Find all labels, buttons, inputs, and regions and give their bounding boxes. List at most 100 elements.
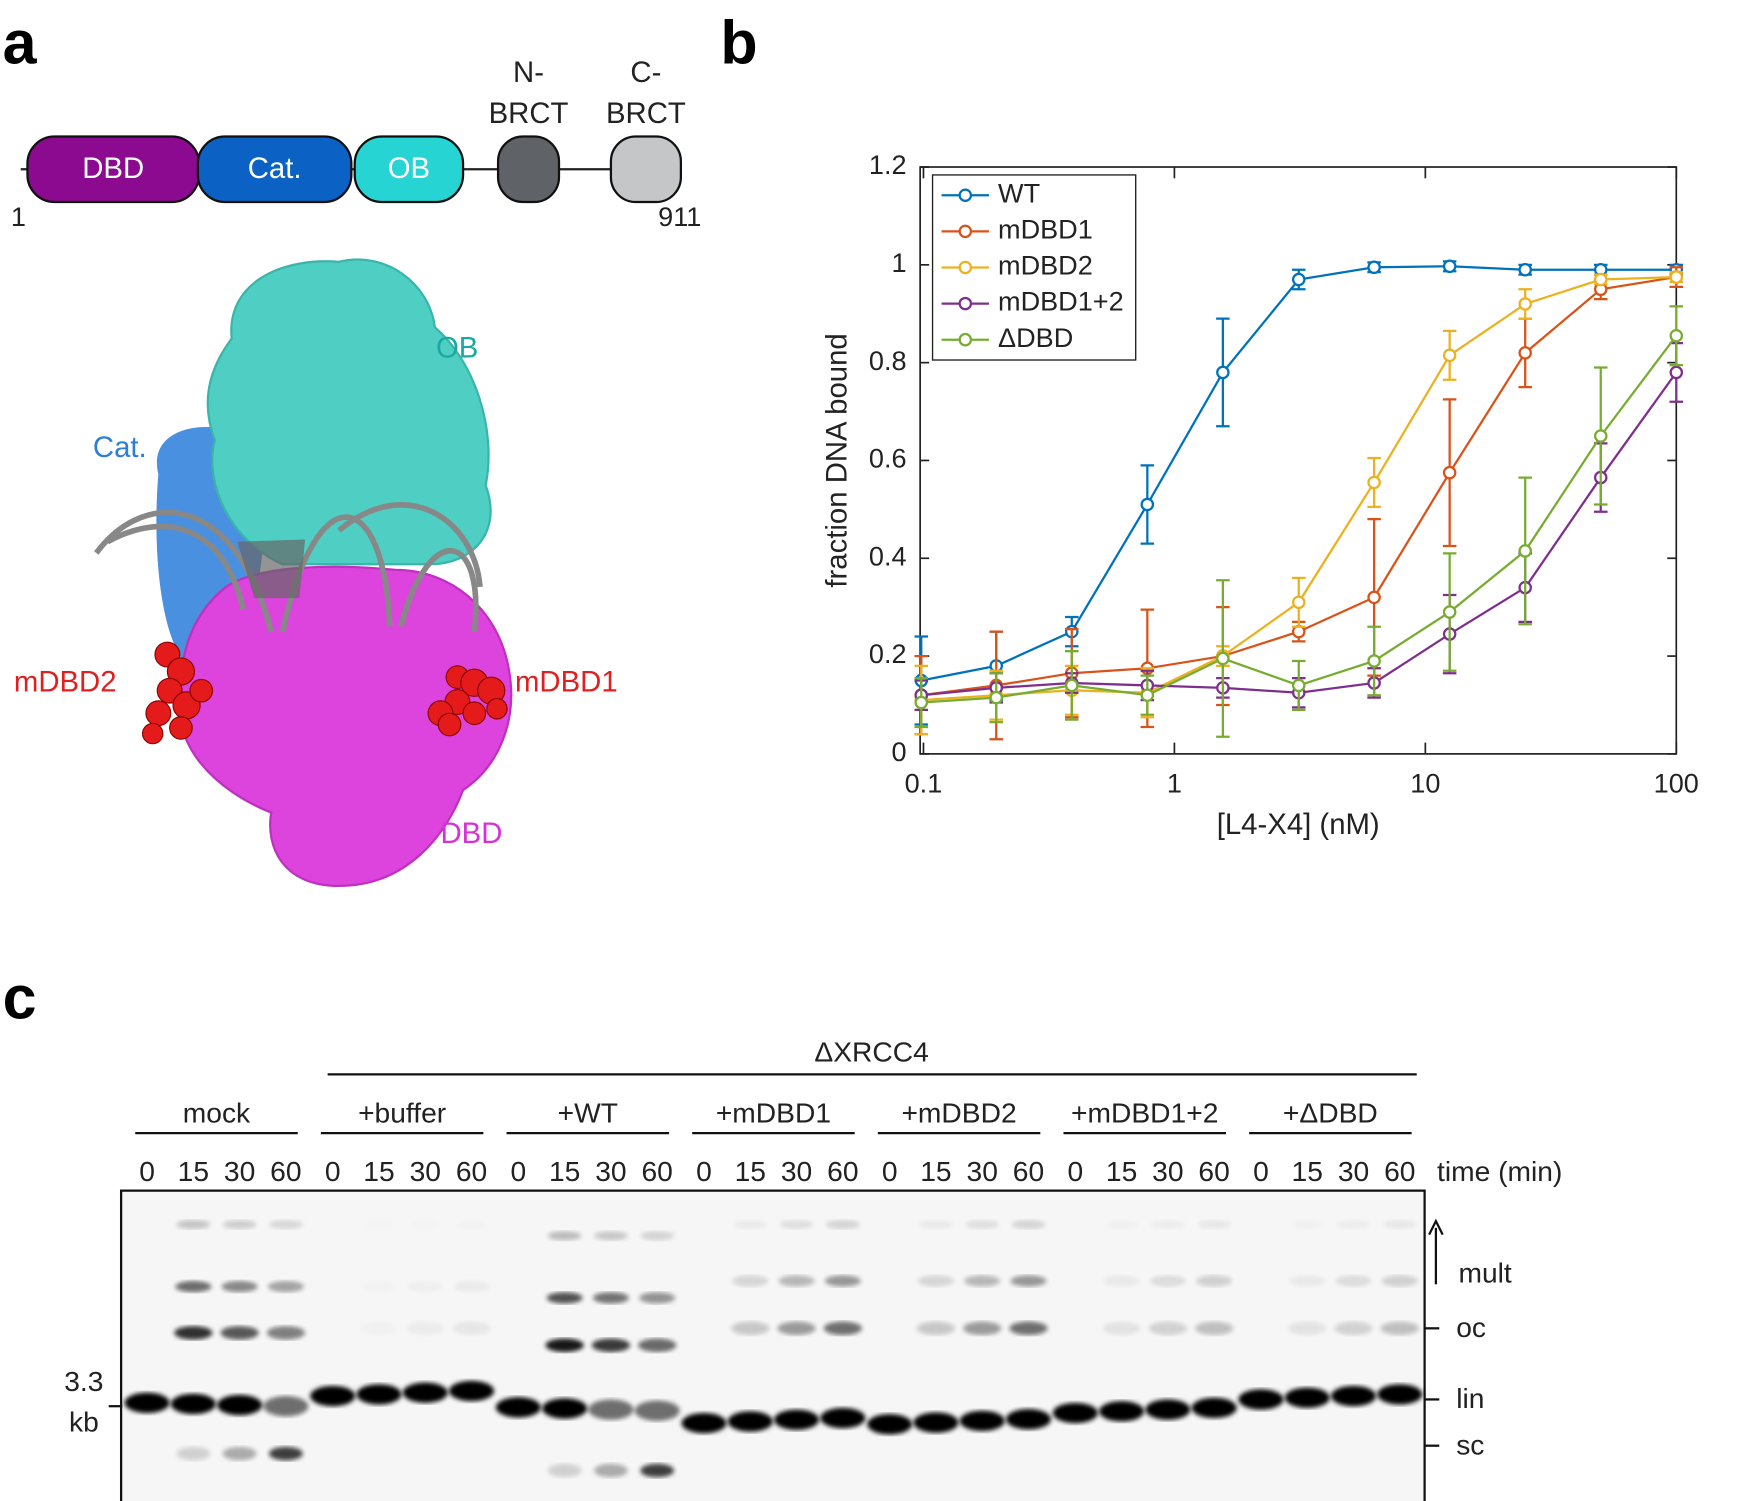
gel-band <box>1382 1219 1417 1230</box>
gel-band <box>823 1321 863 1336</box>
gel-band <box>1238 1389 1284 1410</box>
data-point <box>1518 346 1532 360</box>
panel-label: a <box>3 8 38 76</box>
gel-band <box>681 1412 727 1434</box>
time-tick-label: 30 <box>1152 1155 1183 1187</box>
gel-band <box>267 1280 304 1293</box>
gel-band <box>638 1338 677 1353</box>
band-label: lin <box>1456 1382 1484 1414</box>
gel-band <box>222 1219 257 1230</box>
mdbd1-spheres <box>427 665 508 737</box>
gel-band <box>175 1280 212 1293</box>
domain-ob <box>353 135 465 204</box>
legend-marker <box>958 296 973 311</box>
time-tick-label: 0 <box>325 1155 341 1187</box>
gel-band <box>266 1326 306 1340</box>
size-marker: kb <box>69 1406 99 1438</box>
time-tick-label: 15 <box>1106 1155 1137 1187</box>
gel-band <box>361 1281 397 1292</box>
gel-band <box>1005 1409 1052 1430</box>
time-tick-label: 15 <box>735 1155 766 1187</box>
data-point <box>1442 348 1457 363</box>
y-axis-label: fraction DNA bound <box>821 333 854 587</box>
gel-band <box>1191 1397 1237 1419</box>
domain-label: N- <box>513 56 544 89</box>
domain-label: BRCT <box>606 97 686 130</box>
data-point <box>1140 688 1155 702</box>
dna <box>237 539 306 599</box>
group-label: +buffer <box>358 1096 446 1128</box>
time-tick-label: 60 <box>456 1155 487 1187</box>
gel-band <box>867 1414 913 1435</box>
gel-band <box>220 1326 259 1340</box>
x-tick-label: 10 <box>1410 768 1440 799</box>
gel-band <box>1102 1321 1141 1336</box>
y-tick-label: 0 <box>892 736 907 767</box>
data-point <box>1367 260 1381 275</box>
gel-band <box>959 1410 1005 1432</box>
time-tick-label: 15 <box>920 1155 951 1187</box>
data-point <box>1518 544 1532 558</box>
data-point <box>989 690 1004 705</box>
gel-band <box>222 1446 257 1461</box>
gel-band <box>1290 1220 1324 1229</box>
time-tick-label: 60 <box>641 1155 672 1187</box>
domain-label: C- <box>630 56 661 89</box>
gel-band <box>592 1292 629 1304</box>
gel-band <box>1194 1321 1234 1336</box>
legend-label: mDBD1+2 <box>998 286 1124 317</box>
gel-band <box>495 1397 541 1418</box>
time-tick-label: 30 <box>410 1155 441 1187</box>
dna <box>94 502 483 633</box>
gel-band <box>634 1400 680 1421</box>
gel-band <box>777 1321 816 1336</box>
time-tick-label: 30 <box>224 1155 255 1187</box>
gel-band <box>919 1219 953 1230</box>
gel-band <box>591 1338 631 1353</box>
gel-band <box>1105 1220 1139 1229</box>
legend-marker <box>958 332 973 347</box>
mult-arrow <box>1428 1218 1444 1236</box>
group-label: +mDBD2 <box>901 1096 1016 1128</box>
y-tick-label: 1.2 <box>869 149 907 180</box>
gel <box>119 1189 1426 1501</box>
gel-band <box>1337 1220 1371 1229</box>
data-point <box>1669 328 1684 343</box>
gel-band <box>547 1463 582 1478</box>
time-label: time (min) <box>1437 1155 1562 1187</box>
domain-cbrct <box>609 135 683 204</box>
gel-band <box>825 1219 860 1230</box>
gel-band <box>362 1220 396 1229</box>
domain-map: DBD Cat. OB N- BRCT C- BRCT 1 911 <box>11 56 701 232</box>
structure-label: mDBD2 <box>14 666 117 699</box>
data-point <box>1291 678 1306 693</box>
y-tick-label: 0.8 <box>869 345 907 376</box>
gel-band <box>779 1219 814 1230</box>
gel-band <box>917 1275 954 1287</box>
data-point <box>1367 475 1381 490</box>
legend-label: WT <box>998 177 1040 208</box>
gel-band <box>732 1275 769 1287</box>
gel-band <box>176 1446 211 1461</box>
time-tick-label: 60 <box>1384 1155 1415 1187</box>
band-label: mult <box>1458 1257 1511 1289</box>
legend-label: ΔDBD <box>998 322 1073 353</box>
y-tick-label: 0.4 <box>869 540 907 571</box>
time-tick-label: 60 <box>1013 1155 1044 1187</box>
gel-band <box>727 1411 773 1432</box>
residue-number: 911 <box>658 201 701 232</box>
gel-band <box>217 1394 263 1416</box>
mdbd2-spheres <box>141 641 214 745</box>
gel-band <box>170 1393 216 1415</box>
gel-band <box>820 1407 866 1429</box>
gel-band <box>965 1219 1000 1230</box>
data-point <box>1593 429 1608 443</box>
time-tick-label: 0 <box>882 1155 898 1187</box>
gel-band <box>916 1321 956 1336</box>
gel-band <box>1334 1321 1373 1336</box>
legend-marker <box>958 224 973 239</box>
data-point <box>1216 365 1230 380</box>
domain-cat <box>196 135 353 204</box>
gel-band <box>452 1321 491 1336</box>
gel-band <box>824 1275 861 1287</box>
